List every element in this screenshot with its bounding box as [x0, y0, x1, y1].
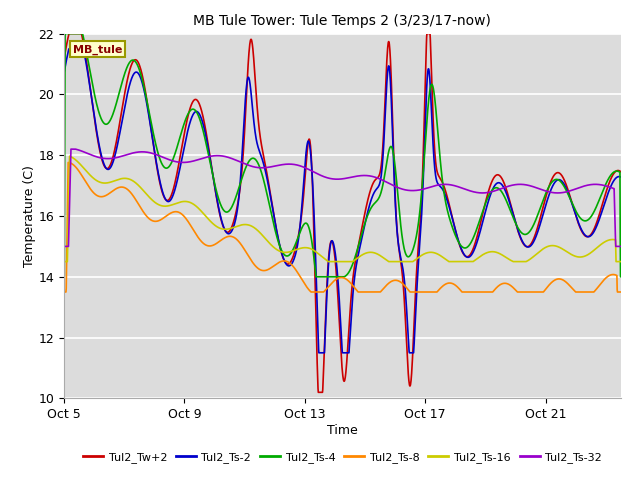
Tul2_Ts-16 — [316, 252, 324, 258]
Tul2_Ts-8 — [601, 276, 609, 282]
Tul2_Ts-16 — [499, 252, 506, 258]
Line: Tul2_Ts-8: Tul2_Ts-8 — [64, 162, 621, 292]
Legend: Tul2_Tw+2, Tul2_Ts-2, Tul2_Ts-4, Tul2_Ts-8, Tul2_Ts-16, Tul2_Ts-32: Tul2_Tw+2, Tul2_Ts-2, Tul2_Ts-4, Tul2_Ts… — [79, 448, 606, 468]
Tul2_Ts-8 — [499, 281, 506, 287]
Tul2_Ts-2 — [332, 251, 339, 256]
Tul2_Ts-4 — [499, 191, 506, 196]
Tul2_Ts-4 — [61, 31, 69, 36]
Tul2_Tw+2 — [89, 103, 97, 109]
Tul2_Ts-8 — [617, 289, 625, 295]
Line: Tul2_Ts-4: Tul2_Ts-4 — [64, 34, 621, 277]
Tul2_Ts-2 — [60, 71, 68, 76]
Tul2_Ts-32 — [617, 243, 625, 249]
Tul2_Ts-4 — [601, 183, 609, 189]
Tul2_Tw+2 — [60, 57, 68, 62]
Tul2_Ts-2 — [617, 174, 625, 180]
Tul2_Ts-2 — [601, 200, 609, 205]
Tul2_Ts-32 — [67, 146, 75, 152]
Tul2_Tw+2 — [602, 192, 609, 198]
Tul2_Tw+2 — [317, 389, 324, 395]
Tul2_Ts-16 — [331, 259, 339, 264]
Tul2_Ts-32 — [331, 176, 339, 182]
Tul2_Tw+2 — [499, 178, 507, 183]
Tul2_Ts-32 — [89, 153, 97, 158]
Line: Tul2_Tw+2: Tul2_Tw+2 — [64, 34, 621, 392]
Tul2_Ts-8 — [60, 289, 68, 295]
X-axis label: Time: Time — [327, 424, 358, 437]
Tul2_Tw+2 — [332, 258, 339, 264]
Y-axis label: Temperature (C): Temperature (C) — [22, 165, 36, 267]
Tul2_Ts-32 — [601, 183, 609, 189]
Tul2_Ts-4 — [601, 184, 609, 190]
Tul2_Ts-4 — [316, 274, 324, 280]
Tul2_Ts-16 — [66, 153, 74, 159]
Tul2_Ts-4 — [331, 274, 339, 280]
Tul2_Ts-8 — [331, 277, 339, 283]
Tul2_Ts-32 — [316, 172, 324, 178]
Tul2_Ts-16 — [601, 239, 609, 245]
Line: Tul2_Ts-16: Tul2_Ts-16 — [64, 156, 621, 262]
Tul2_Ts-32 — [499, 185, 506, 191]
Tul2_Ts-16 — [89, 175, 97, 180]
Tul2_Ts-32 — [60, 243, 68, 249]
Line: Tul2_Ts-32: Tul2_Ts-32 — [64, 149, 621, 246]
Tul2_Tw+2 — [314, 389, 322, 395]
Tul2_Ts-2 — [602, 199, 609, 204]
Tul2_Ts-16 — [617, 259, 625, 264]
Tul2_Ts-2 — [89, 103, 97, 108]
Tul2_Ts-8 — [65, 159, 72, 165]
Tul2_Ts-2 — [317, 350, 324, 356]
Line: Tul2_Ts-2: Tul2_Ts-2 — [64, 49, 621, 353]
Tul2_Ts-32 — [601, 183, 609, 189]
Tul2_Ts-8 — [89, 189, 97, 195]
Tul2_Tw+2 — [601, 193, 609, 199]
Tul2_Ts-16 — [60, 259, 68, 264]
Tul2_Ts-2 — [315, 350, 323, 356]
Title: MB Tule Tower: Tule Temps 2 (3/23/17-now): MB Tule Tower: Tule Temps 2 (3/23/17-now… — [193, 14, 492, 28]
Tul2_Ts-2 — [65, 46, 73, 52]
Tul2_Ts-2 — [499, 183, 507, 189]
Tul2_Ts-4 — [60, 274, 68, 280]
Text: MB_tule: MB_tule — [73, 44, 122, 55]
Tul2_Ts-8 — [316, 289, 324, 295]
Tul2_Tw+2 — [617, 169, 625, 175]
Tul2_Ts-16 — [601, 239, 609, 245]
Tul2_Ts-8 — [601, 276, 609, 282]
Tul2_Ts-4 — [89, 83, 97, 88]
Tul2_Ts-4 — [617, 274, 625, 280]
Tul2_Tw+2 — [65, 31, 73, 36]
